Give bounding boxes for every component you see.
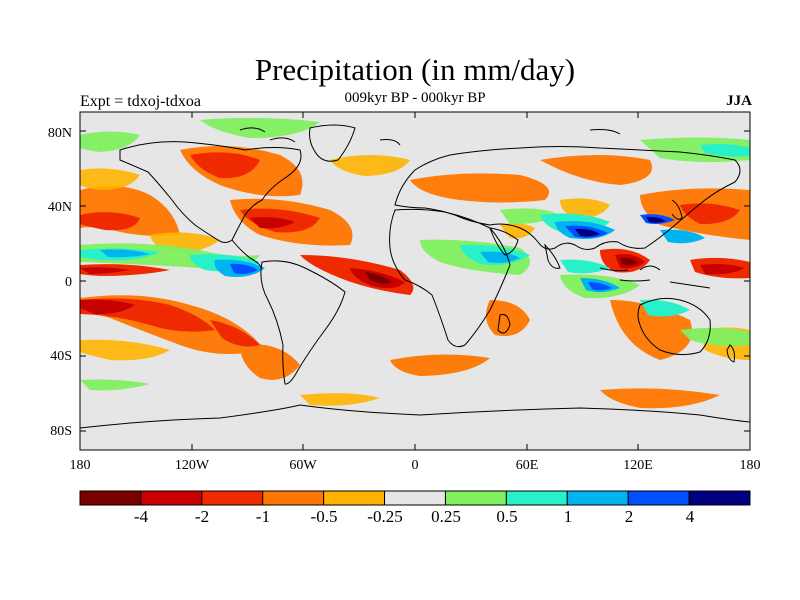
colorbar-swatch [140, 490, 203, 506]
anomaly-field [80, 117, 750, 429]
lat-tick-label: 80S [50, 424, 72, 439]
colorbar-label: 4 [686, 507, 695, 526]
colorbar-swatch [505, 490, 568, 506]
lon-tick-label: 180 [740, 458, 761, 473]
coastlines [80, 124, 750, 429]
colorbar-label: 0.25 [431, 507, 461, 526]
colorbar-swatch [323, 490, 386, 506]
colorbar-label: -0.25 [367, 507, 402, 526]
lon-tick-label: 60W [289, 458, 317, 473]
season-label: JJA [726, 93, 752, 109]
colorbar-swatch [444, 490, 507, 506]
lon-tick-label: 120W [175, 458, 210, 473]
colorbar-labels: -4 -2 -1 -0.5 -0.25 0.25 0.5 1 2 4 [134, 507, 695, 526]
axis-ticks [79, 112, 751, 450]
colorbar-label: -0.5 [311, 507, 338, 526]
lon-tick-label: 180 [70, 458, 91, 473]
colorbar-swatch [627, 490, 690, 506]
lon-tick-label: 60E [516, 458, 539, 473]
colorbar-swatch [384, 490, 446, 506]
lat-tick-label: 80N [48, 126, 72, 141]
colorbar-label: -2 [195, 507, 209, 526]
lat-tick-label: 0 [65, 275, 72, 290]
map-subtitle: 009kyr BP - 000kyr BP [344, 90, 486, 106]
colorbar-label: -1 [256, 507, 270, 526]
colorbar-label: 0.5 [496, 507, 517, 526]
colorbar-swatch [201, 490, 264, 506]
lat-tick-label: 40S [50, 349, 72, 364]
map-title: Precipitation (in mm/day) [254, 52, 576, 87]
colorbar-label: -4 [134, 507, 149, 526]
colorbar-label: 1 [564, 507, 573, 526]
colorbar-swatch [79, 490, 142, 506]
lon-tick-label: 0 [412, 458, 419, 473]
experiment-label: Expt = tdxoj-tdxoa [80, 93, 202, 110]
colorbar-swatch [566, 490, 629, 506]
lat-tick-label: 40N [48, 200, 72, 215]
colorbar-swatch [688, 490, 751, 506]
colorbar [79, 490, 751, 506]
colorbar-swatch [262, 490, 325, 506]
lon-tick-label: 120E [623, 458, 653, 473]
colorbar-label: 2 [625, 507, 634, 526]
